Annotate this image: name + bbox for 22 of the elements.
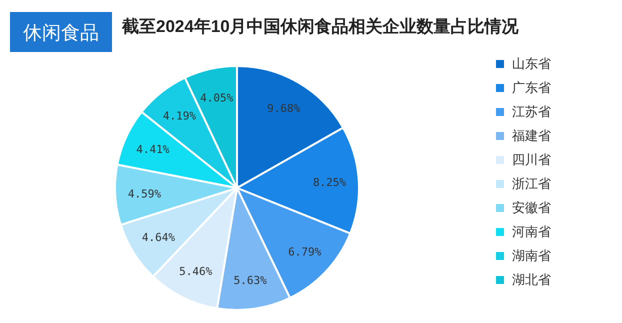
data-label: 9.68% — [267, 102, 301, 115]
data-label: 5.63% — [234, 274, 268, 287]
legend-label: 四川省 — [512, 152, 551, 167]
data-label: 5.46% — [179, 265, 213, 278]
data-label: 4.05% — [200, 92, 234, 105]
data-label: 4.19% — [162, 109, 196, 122]
data-label: 4.64% — [142, 231, 176, 244]
legend-label: 安徽省 — [512, 200, 551, 215]
legend-label: 浙江省 — [512, 176, 551, 191]
badge: 休闲食品 — [10, 12, 112, 52]
legend-label: 湖北省 — [512, 272, 551, 287]
legend-label: 湖南省 — [512, 248, 551, 263]
data-label: 4.41% — [136, 143, 170, 156]
legend-label: 山东省 — [512, 56, 551, 71]
data-label: 6.79% — [288, 245, 322, 258]
legend-label: 河南省 — [512, 224, 551, 239]
legend-label: 广东省 — [512, 80, 551, 95]
data-label: 8.25% — [312, 176, 346, 189]
data-label: 4.59% — [128, 187, 162, 200]
legend-label: 福建省 — [512, 128, 551, 143]
legend-label: 江苏省 — [512, 104, 551, 119]
chart-title: 截至2024年10月中国休闲食品相关企业数量占比情况 — [121, 17, 520, 36]
